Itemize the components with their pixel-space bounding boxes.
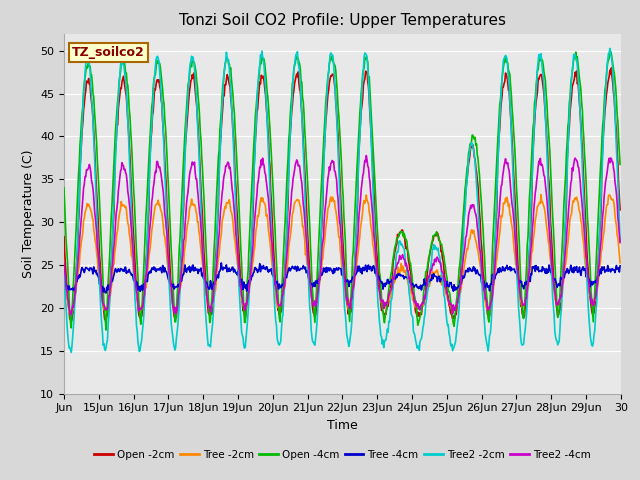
Y-axis label: Soil Temperature (C): Soil Temperature (C) — [22, 149, 35, 278]
Open -2cm — [60, 234, 68, 240]
Tree -2cm — [431, 270, 438, 276]
Open -4cm — [277, 305, 285, 311]
Open -4cm — [431, 232, 439, 238]
Tree2 -2cm — [431, 243, 439, 249]
Line: Open -2cm: Open -2cm — [64, 68, 620, 322]
Tree2 -2cm — [228, 112, 236, 118]
Line: Tree2 -2cm: Tree2 -2cm — [64, 48, 620, 352]
Open -2cm — [616, 207, 624, 213]
Tree -2cm — [60, 274, 68, 279]
Tree -4cm — [616, 263, 624, 269]
Tree -4cm — [278, 283, 285, 289]
Tree2 -4cm — [616, 240, 624, 245]
Open -2cm — [228, 113, 236, 119]
Tree2 -2cm — [606, 46, 614, 51]
Tree2 -2cm — [60, 264, 68, 269]
Tree -2cm — [399, 264, 407, 269]
Tree -2cm — [125, 231, 133, 237]
Open -4cm — [400, 230, 408, 236]
Open -2cm — [126, 154, 134, 160]
Tree2 -2cm — [277, 338, 285, 344]
Open -2cm — [256, 79, 264, 85]
Line: Tree -4cm: Tree -4cm — [64, 263, 620, 293]
Open -2cm — [277, 309, 285, 315]
Tree2 -4cm — [60, 260, 68, 266]
Tree2 -2cm — [256, 62, 264, 68]
Tree2 -4cm — [256, 164, 264, 170]
Open -4cm — [126, 114, 134, 120]
Tree -4cm — [229, 264, 237, 270]
Open -2cm — [400, 234, 408, 240]
Tree2 -2cm — [400, 246, 408, 252]
Open -4cm — [256, 64, 264, 70]
Tree -2cm — [537, 192, 545, 198]
Title: Tonzi Soil CO2 Profile: Upper Temperatures: Tonzi Soil CO2 Profile: Upper Temperatur… — [179, 13, 506, 28]
Line: Tree -2cm: Tree -2cm — [64, 195, 620, 312]
Tree -4cm — [102, 290, 110, 296]
Tree2 -4cm — [362, 153, 370, 158]
Line: Open -4cm: Open -4cm — [64, 51, 620, 330]
Tree -4cm — [432, 274, 440, 279]
Tree -4cm — [401, 274, 408, 280]
Tree -4cm — [60, 273, 68, 279]
Tree2 -4cm — [67, 312, 74, 318]
Tree -2cm — [228, 210, 236, 216]
Open -4cm — [102, 327, 110, 333]
Tree -2cm — [616, 260, 624, 266]
Tree -4cm — [257, 269, 264, 275]
Tree -2cm — [486, 310, 493, 315]
Legend: Open -2cm, Tree -2cm, Open -4cm, Tree -4cm, Tree2 -2cm, Tree2 -4cm: Open -2cm, Tree -2cm, Open -4cm, Tree -4… — [90, 445, 595, 464]
Tree -4cm — [126, 270, 134, 276]
Line: Tree2 -4cm: Tree2 -4cm — [64, 156, 620, 315]
Tree2 -2cm — [126, 171, 134, 177]
Tree2 -4cm — [432, 259, 440, 265]
Tree -4cm — [218, 260, 225, 266]
X-axis label: Time: Time — [327, 419, 358, 432]
Tree2 -4cm — [277, 303, 285, 309]
Tree -2cm — [255, 210, 263, 216]
Tree2 -2cm — [67, 349, 75, 355]
Tree2 -2cm — [616, 238, 624, 244]
Tree2 -4cm — [401, 257, 408, 263]
Open -4cm — [616, 162, 624, 168]
Tree -2cm — [276, 307, 284, 312]
Open -4cm — [228, 84, 236, 89]
Open -4cm — [607, 48, 614, 54]
Tree2 -4cm — [126, 207, 134, 213]
Open -2cm — [67, 319, 75, 324]
Tree2 -4cm — [228, 187, 236, 192]
Text: TZ_soilco2: TZ_soilco2 — [72, 46, 145, 59]
Open -2cm — [607, 65, 615, 71]
Open -2cm — [431, 232, 439, 238]
Open -4cm — [60, 185, 68, 191]
